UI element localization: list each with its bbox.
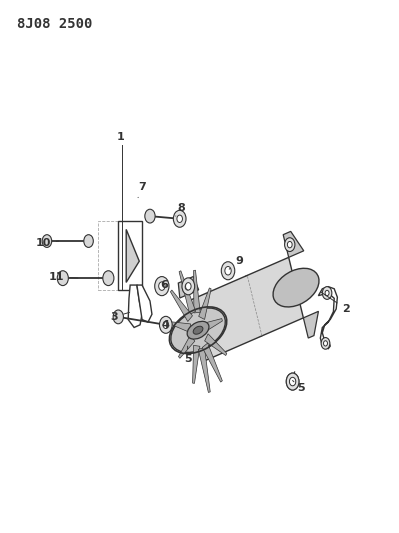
Ellipse shape xyxy=(171,308,225,352)
Circle shape xyxy=(159,282,165,290)
Circle shape xyxy=(284,238,295,252)
Text: 9: 9 xyxy=(229,256,243,269)
Polygon shape xyxy=(126,229,139,282)
Circle shape xyxy=(84,235,93,247)
Circle shape xyxy=(286,373,299,390)
Circle shape xyxy=(286,373,299,390)
Text: 10: 10 xyxy=(35,238,59,248)
Circle shape xyxy=(161,318,171,332)
Ellipse shape xyxy=(193,326,203,334)
Circle shape xyxy=(322,287,332,300)
Circle shape xyxy=(145,209,155,223)
Text: 8J08 2500: 8J08 2500 xyxy=(17,17,93,31)
Circle shape xyxy=(185,284,190,290)
Polygon shape xyxy=(171,322,191,332)
Circle shape xyxy=(177,215,182,222)
Polygon shape xyxy=(137,285,152,322)
Circle shape xyxy=(186,282,191,290)
Circle shape xyxy=(103,271,114,286)
Text: 11: 11 xyxy=(49,272,78,282)
Polygon shape xyxy=(178,335,195,358)
Circle shape xyxy=(289,377,296,386)
Circle shape xyxy=(225,266,231,275)
Polygon shape xyxy=(191,257,303,360)
Text: 7: 7 xyxy=(138,182,146,198)
Polygon shape xyxy=(318,287,338,349)
Polygon shape xyxy=(193,345,200,383)
Polygon shape xyxy=(178,277,199,298)
Text: 1: 1 xyxy=(117,132,124,142)
Polygon shape xyxy=(179,271,196,314)
Ellipse shape xyxy=(187,321,209,339)
Polygon shape xyxy=(283,231,304,257)
Circle shape xyxy=(155,277,169,296)
Text: 6: 6 xyxy=(160,280,168,290)
Polygon shape xyxy=(128,285,142,327)
Circle shape xyxy=(174,212,185,225)
Polygon shape xyxy=(205,334,227,356)
Circle shape xyxy=(182,280,193,294)
Text: 5: 5 xyxy=(292,381,304,393)
Text: 5: 5 xyxy=(184,346,192,364)
Circle shape xyxy=(160,317,172,333)
Circle shape xyxy=(57,271,68,286)
Polygon shape xyxy=(118,221,142,290)
Circle shape xyxy=(290,378,295,385)
Polygon shape xyxy=(194,270,200,313)
Polygon shape xyxy=(202,343,222,382)
Circle shape xyxy=(163,321,169,328)
Text: 2: 2 xyxy=(321,292,350,314)
Circle shape xyxy=(324,341,328,346)
Circle shape xyxy=(221,262,235,280)
Circle shape xyxy=(325,290,329,296)
Ellipse shape xyxy=(273,268,319,307)
Circle shape xyxy=(182,278,195,295)
Text: 8: 8 xyxy=(176,203,186,216)
Text: 4: 4 xyxy=(162,320,170,330)
Polygon shape xyxy=(204,319,222,331)
Circle shape xyxy=(42,235,52,247)
Text: 3: 3 xyxy=(111,312,130,322)
Polygon shape xyxy=(198,348,210,392)
Polygon shape xyxy=(199,288,211,319)
Circle shape xyxy=(287,241,292,248)
Polygon shape xyxy=(170,290,192,321)
Circle shape xyxy=(173,211,186,227)
Polygon shape xyxy=(303,311,318,338)
Circle shape xyxy=(113,310,123,324)
Circle shape xyxy=(321,337,330,349)
